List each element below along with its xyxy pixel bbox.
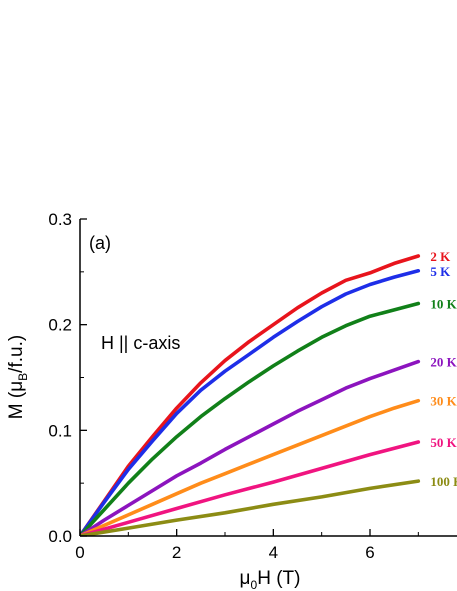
series-end-label: 20 K [430, 355, 457, 370]
y-tick-label: 0.2 [48, 316, 72, 335]
y-tick-label: 0.1 [48, 421, 72, 440]
y-tick-label: 0.3 [48, 210, 72, 229]
series-line [80, 254, 421, 536]
panel-label: (a) [89, 233, 111, 253]
series-end-label: 5 K [430, 264, 451, 279]
x-axis-title: μ0H (T) [240, 568, 301, 591]
series-line [80, 268, 421, 536]
series-end-label: 50 K [430, 435, 457, 450]
series-end-label: 30 K [430, 394, 457, 409]
series-end-label: 100 K [430, 474, 457, 489]
y-axis-title: M (μB/f.u.) [6, 335, 30, 419]
x-tick-label: 4 [269, 543, 278, 562]
series-line [80, 398, 421, 536]
series-line [80, 301, 421, 536]
x-tick-label: 2 [172, 543, 181, 562]
x-tick-label: 0 [75, 543, 84, 562]
series-line [80, 440, 421, 536]
series-line [80, 359, 421, 536]
series-end-label: 10 K [430, 297, 457, 312]
y-tick-label: 0.0 [48, 527, 72, 546]
series-line [80, 479, 421, 536]
x-tick-label: 6 [365, 543, 374, 562]
series-end-label: 2 K [430, 249, 451, 264]
field-direction-annotation: H || c-axis [101, 333, 180, 353]
